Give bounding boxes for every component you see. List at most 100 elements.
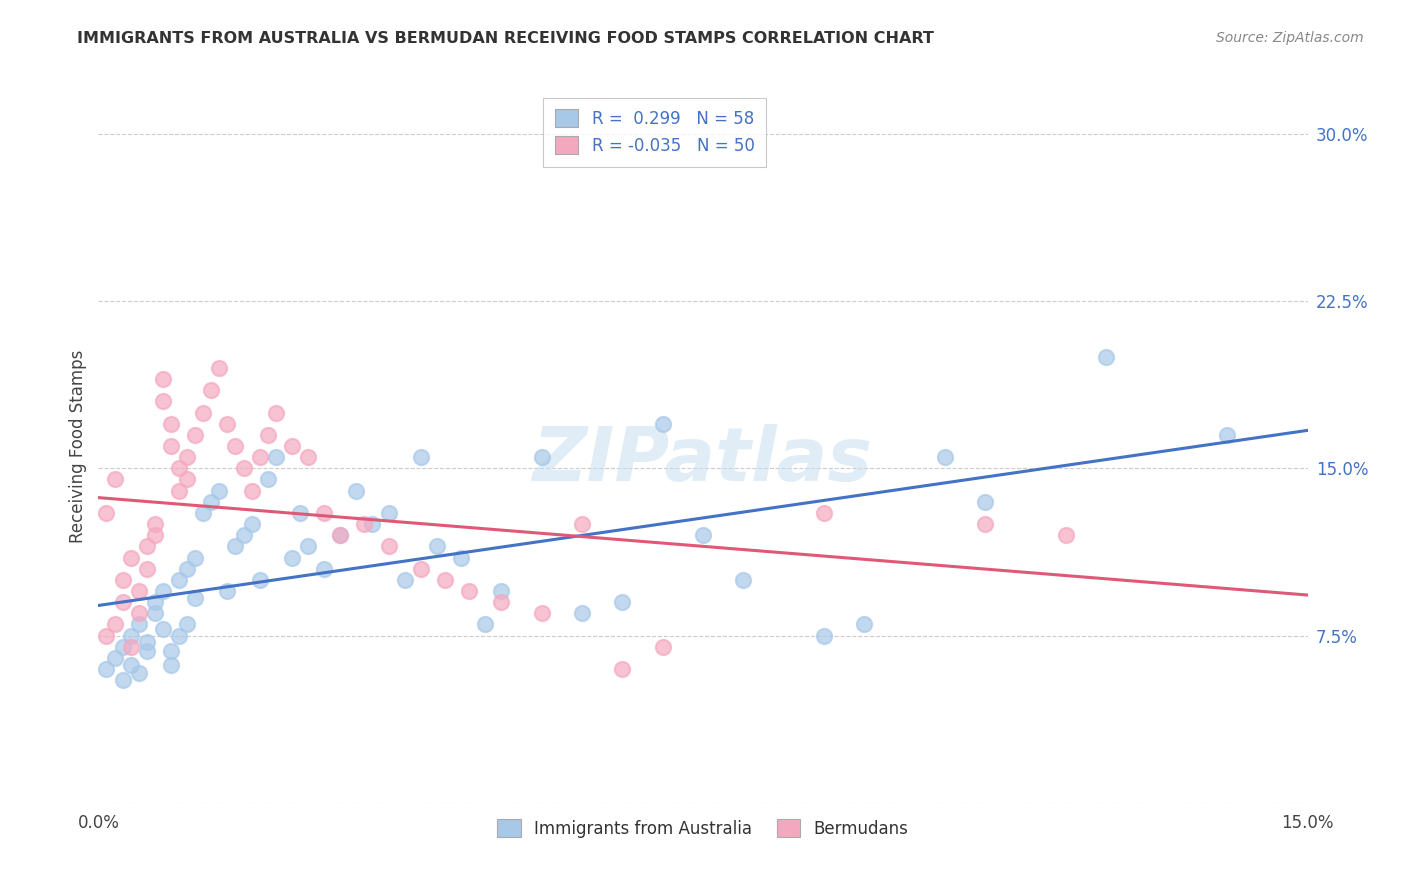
Point: [1095, 350, 1118, 364]
Point: [167, 573, 190, 587]
Point: [143, 595, 166, 609]
Point: [176, 617, 198, 632]
Point: [571, 516, 593, 531]
Point: [224, 439, 246, 453]
Point: [128, 607, 150, 621]
Point: [377, 539, 399, 553]
Text: Source: ZipAtlas.com: Source: ZipAtlas.com: [1216, 31, 1364, 45]
Point: [176, 450, 198, 464]
Point: [143, 607, 166, 621]
Point: [160, 657, 183, 672]
Point: [128, 666, 150, 681]
Point: [135, 562, 157, 576]
Point: [530, 450, 553, 464]
Point: [571, 607, 593, 621]
Point: [135, 539, 157, 553]
Point: [491, 583, 513, 598]
Point: [329, 528, 352, 542]
Point: [264, 450, 287, 464]
Point: [176, 473, 198, 487]
Point: [232, 528, 254, 542]
Point: [111, 640, 134, 654]
Point: [160, 644, 183, 658]
Point: [353, 516, 375, 531]
Point: [208, 483, 231, 498]
Point: [256, 473, 278, 487]
Point: [128, 583, 150, 598]
Point: [409, 450, 432, 464]
Point: [103, 651, 125, 665]
Point: [853, 617, 876, 632]
Point: [128, 617, 150, 632]
Point: [111, 573, 134, 587]
Point: [184, 591, 207, 605]
Point: [361, 516, 384, 531]
Point: [160, 417, 183, 431]
Point: [96, 506, 118, 520]
Point: [111, 595, 134, 609]
Point: [143, 516, 166, 531]
Point: [135, 644, 157, 658]
Point: [167, 628, 190, 642]
Point: [256, 427, 278, 442]
Point: [96, 628, 118, 642]
Point: [612, 595, 634, 609]
Point: [530, 607, 553, 621]
Point: [297, 539, 319, 553]
Point: [143, 528, 166, 542]
Point: [733, 573, 755, 587]
Point: [651, 640, 673, 654]
Point: [314, 562, 336, 576]
Point: [167, 483, 190, 498]
Point: [224, 539, 246, 553]
Point: [377, 506, 399, 520]
Point: [249, 573, 271, 587]
Point: [184, 550, 207, 565]
Point: [344, 483, 367, 498]
Point: [692, 528, 714, 542]
Point: [200, 494, 222, 508]
Point: [103, 473, 125, 487]
Point: [176, 562, 198, 576]
Point: [612, 662, 634, 676]
Legend: Immigrants from Australia, Bermudans: Immigrants from Australia, Bermudans: [491, 813, 915, 845]
Point: [152, 372, 174, 386]
Point: [974, 494, 997, 508]
Text: IMMIGRANTS FROM AUSTRALIA VS BERMUDAN RECEIVING FOOD STAMPS CORRELATION CHART: IMMIGRANTS FROM AUSTRALIA VS BERMUDAN RE…: [77, 31, 934, 46]
Point: [135, 635, 157, 649]
Point: [314, 506, 336, 520]
Point: [934, 450, 956, 464]
Point: [217, 583, 239, 598]
Point: [111, 673, 134, 687]
Point: [434, 573, 457, 587]
Point: [152, 583, 174, 598]
Point: [329, 528, 352, 542]
Point: [184, 427, 207, 442]
Point: [200, 384, 222, 398]
Point: [491, 595, 513, 609]
Point: [120, 657, 142, 672]
Point: [152, 622, 174, 636]
Point: [120, 640, 142, 654]
Point: [152, 394, 174, 409]
Point: [281, 439, 304, 453]
Point: [458, 583, 481, 598]
Point: [264, 405, 287, 419]
Point: [288, 506, 311, 520]
Point: [409, 562, 432, 576]
Point: [103, 617, 125, 632]
Point: [651, 417, 673, 431]
Point: [974, 516, 997, 531]
Point: [240, 516, 263, 531]
Text: ZIPatlas: ZIPatlas: [533, 424, 873, 497]
Point: [426, 539, 449, 553]
Point: [450, 550, 472, 565]
Point: [813, 628, 835, 642]
Point: [281, 550, 304, 565]
Point: [193, 506, 215, 520]
Point: [232, 461, 254, 475]
Point: [474, 617, 496, 632]
Point: [167, 461, 190, 475]
Point: [120, 628, 142, 642]
Point: [193, 405, 215, 419]
